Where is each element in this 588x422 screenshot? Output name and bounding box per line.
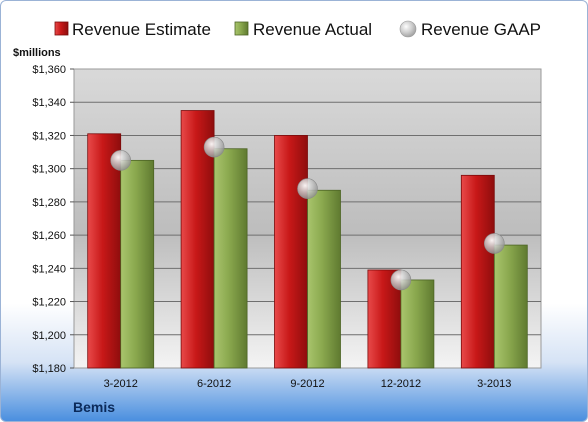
company-name: Bemis [73, 399, 115, 415]
bar-revenue-actual [307, 189, 341, 369]
legend-swatch-actual [234, 21, 249, 36]
gaap-markers [110, 136, 505, 291]
bar-revenue-estimate [87, 133, 122, 369]
x-tick-label: 3-2012 [104, 378, 138, 390]
x-tick-label: 12-2012 [381, 378, 421, 390]
y-tick-label: $1,200 [32, 330, 66, 342]
y-tick-label: $1,300 [32, 164, 66, 176]
legend: Revenue Estimate Revenue Actual Revenue … [54, 20, 541, 39]
legend-label-actual: Revenue Actual [253, 20, 372, 39]
y-tick-label: $1,320 [32, 130, 66, 142]
marker-revenue-gaap [297, 178, 318, 199]
marker-revenue-gaap [483, 233, 505, 254]
unit-label: $millions [13, 47, 61, 59]
legend-swatch-estimate [54, 21, 69, 36]
x-tick-label: 9-2012 [290, 378, 324, 390]
bar-revenue-estimate [460, 174, 495, 369]
y-tick-label: $1,240 [32, 263, 66, 275]
legend-item-revenue-estimate: Revenue Estimate [54, 20, 211, 39]
bar-revenue-actual [213, 148, 248, 369]
marker-revenue-gaap [110, 150, 131, 171]
marker-revenue-gaap [390, 269, 412, 291]
y-tick-label: $1,360 [32, 64, 66, 76]
bar-revenue-actual [493, 244, 528, 369]
y-tick-label: $1,220 [32, 297, 66, 309]
legend-swatch-gaap [399, 20, 417, 38]
legend-label-estimate: Revenue Estimate [72, 20, 211, 39]
marker-revenue-gaap [203, 136, 225, 158]
y-tick-label: $1,180 [32, 363, 66, 375]
bar-revenue-actual [400, 279, 435, 369]
bar-revenue-estimate [274, 135, 308, 369]
y-tick-label: $1,340 [32, 97, 66, 109]
x-axis-ticks: 3-2012 6-2012 9-2012 12-2012 3-2013 [104, 378, 512, 390]
legend-item-revenue-gaap: Revenue GAAP [399, 20, 541, 39]
legend-label-gaap: Revenue GAAP [421, 20, 541, 39]
legend-item-revenue-actual: Revenue Actual [234, 20, 372, 39]
x-tick-label: 3-2013 [477, 378, 511, 390]
y-axis-ticks: $1,180 $1,200 $1,220 $1,240 $1,260 $1,280 $1,3… [32, 64, 74, 375]
y-tick-label: $1,280 [32, 197, 66, 209]
x-tick-label: 6-2012 [197, 378, 231, 390]
bar-revenue-actual [120, 159, 155, 369]
y-tick-label: $1,260 [32, 230, 66, 242]
